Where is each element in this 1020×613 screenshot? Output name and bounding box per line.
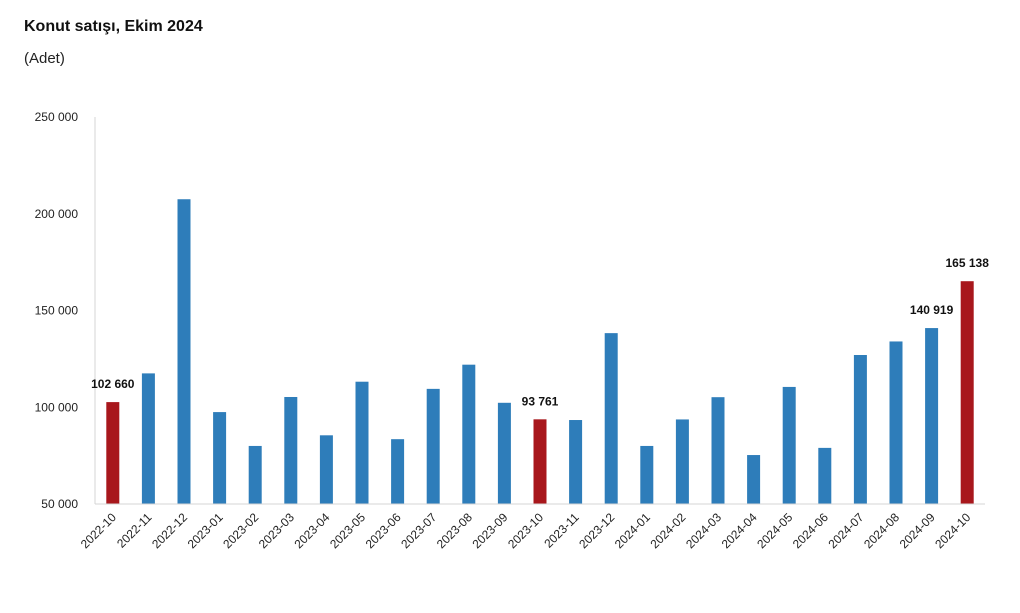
bar-2024-01 [640, 445, 654, 504]
x-tick-label: 2024-05 [754, 510, 795, 551]
bar-2022-10 [106, 402, 120, 504]
x-tick-label: 2023-08 [434, 510, 475, 551]
x-tick-label: 2023-06 [363, 510, 404, 551]
x-tick-label: 2023-05 [327, 510, 368, 551]
bar-2023-09 [497, 402, 511, 504]
y-tick-label: 250 000 [35, 110, 79, 124]
bar-2024-05 [782, 386, 796, 504]
y-tick-label: 150 000 [35, 304, 79, 318]
x-tick-label: 2024-01 [612, 510, 653, 551]
y-tick-label: 200 000 [35, 207, 79, 221]
bar-2023-12 [604, 333, 618, 504]
y-tick-label: 50 000 [41, 497, 78, 511]
x-tick-label: 2023-03 [256, 510, 297, 551]
bar-2024-09 [925, 328, 939, 504]
x-tick-label: 2023-11 [541, 510, 582, 551]
x-tick-label: 2022-10 [78, 510, 119, 551]
y-tick-label: 100 000 [35, 400, 79, 414]
chart-title: Konut satışı, Ekim 2024 [24, 18, 203, 35]
x-axis: 2022-102022-112022-122023-012023-022023-… [78, 503, 985, 551]
bar-2024-10 [960, 281, 974, 504]
data-label-2023-10: 93 761 [522, 394, 559, 408]
y-axis: 50 000 100 000 150 000 200 000 250 000 [35, 110, 96, 511]
x-tick-label: 2023-12 [576, 510, 617, 551]
x-tick-label: 2023-09 [469, 510, 510, 551]
bar-2024-03 [711, 397, 725, 504]
x-tick-label: 2023-07 [398, 510, 439, 551]
x-tick-label: 2024-08 [861, 510, 902, 551]
x-tick-label: 2024-10 [932, 510, 973, 551]
bar-2023-05 [355, 381, 369, 504]
bar-2023-06 [391, 439, 405, 504]
bar-2024-07 [853, 355, 867, 504]
x-tick-label: 2022-12 [149, 510, 190, 551]
x-tick-label: 2024-09 [897, 510, 938, 551]
x-tick-label: 2022-11 [114, 510, 155, 551]
chart-subtitle: (Adet) [24, 50, 65, 67]
bar-2023-03 [284, 396, 298, 504]
x-tick-label: 2024-06 [790, 510, 831, 551]
bar-2024-06 [818, 447, 832, 504]
x-tick-label: 2023-02 [220, 510, 261, 551]
x-tick-label: 2024-03 [683, 510, 724, 551]
bar-2024-04 [747, 455, 761, 504]
data-label-2024-10: 165 138 [946, 256, 990, 270]
bar-2022-11 [141, 373, 155, 504]
x-tick-label: 2023-01 [185, 510, 226, 551]
x-tick-label: 2024-04 [719, 510, 760, 551]
bar-2023-01 [213, 412, 227, 504]
data-label-2022-10: 102 660 [91, 377, 135, 391]
x-tick-label: 2024-02 [647, 510, 688, 551]
bar-2023-10 [533, 419, 547, 504]
bar-2023-11 [569, 420, 583, 504]
x-tick-label: 2023-04 [291, 510, 332, 551]
bars [106, 199, 974, 505]
data-label-2024-09: 140 919 [910, 303, 954, 317]
x-tick-label: 2024-07 [825, 510, 866, 551]
bar-2022-12 [177, 199, 191, 505]
bar-2023-08 [462, 364, 476, 504]
bar-2023-02 [248, 445, 262, 504]
bar-2023-04 [319, 435, 333, 504]
bar-2024-08 [889, 341, 903, 504]
bar-2023-07 [426, 388, 440, 504]
data-labels: 102 660 93 761 140 919 165 138 [91, 256, 989, 408]
bar-2024-02 [675, 419, 689, 504]
x-tick-label: 2023-10 [505, 510, 546, 551]
